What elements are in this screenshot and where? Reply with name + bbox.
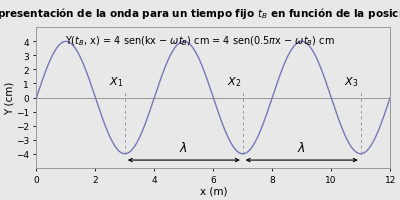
Text: $X_1$: $X_1$: [109, 75, 123, 89]
Text: $\lambda$: $\lambda$: [297, 141, 306, 155]
Text: Y($t_B$, x) = 4 sen(kx $-$ $\omega t_B$) cm = 4 sen(0.5$\pi$x $-$ $\omega t_B$) : Y($t_B$, x) = 4 sen(kx $-$ $\omega t_B$)…: [65, 34, 334, 47]
Text: $\lambda$: $\lambda$: [180, 141, 188, 155]
Y-axis label: Y (cm): Y (cm): [4, 81, 14, 115]
X-axis label: x (m): x (m): [200, 186, 227, 196]
Text: $X_2$: $X_2$: [226, 75, 241, 89]
Text: $X_3$: $X_3$: [344, 75, 359, 89]
Text: Representación de la onda para un tiempo fijo $t_B$ en función de la posición: Representación de la onda para un tiempo…: [0, 6, 400, 21]
